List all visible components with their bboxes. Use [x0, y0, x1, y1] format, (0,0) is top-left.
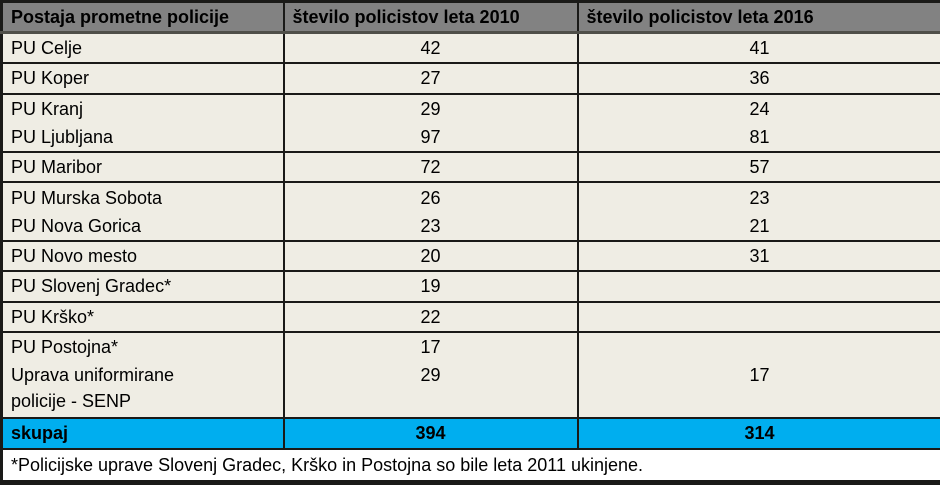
value-2010-cell: 20: [282, 240, 578, 272]
table-row: PU Kranj 29 24: [1, 93, 940, 123]
col-header-2016: število policistov leta 2016: [576, 1, 940, 34]
total-2010-cell: 394: [282, 418, 578, 449]
value-2010-cell: 23: [282, 211, 578, 241]
table-row: PU Celje 42 41: [1, 32, 940, 64]
value-2010-cell: 22: [282, 301, 578, 332]
station-cell: PU Celje: [1, 32, 284, 64]
value-2016-cell: 41: [576, 32, 940, 64]
table-row: PU Murska Sobota 26 23: [1, 182, 940, 212]
table-row: PU Krško* 22: [1, 301, 940, 332]
station-cell: PU Slovenj Gradec*: [1, 271, 284, 302]
value-2016-cell: 24: [576, 93, 940, 123]
table-row: PU Novo mesto 20 31: [1, 240, 940, 272]
station-cell: PU Koper: [1, 63, 284, 94]
value-2016-cell: 17: [576, 361, 940, 419]
value-2016-cell: 21: [576, 211, 940, 241]
station-cell: PU Postojna*: [1, 331, 284, 362]
value-2016-cell: 36: [576, 63, 940, 94]
station-cell: PU Murska Sobota: [1, 182, 284, 212]
value-2010-cell: 29: [282, 361, 578, 419]
station-cell: PU Nova Gorica: [1, 211, 284, 241]
value-2010-cell: 42: [282, 32, 578, 64]
station-cell: PU Krško*: [1, 301, 284, 332]
station-cell: PU Kranj: [1, 93, 284, 123]
station-cell: Uprava uniformirane policije - SENP: [1, 361, 284, 419]
value-2016-cell: 57: [576, 152, 940, 183]
table-row: PU Ljubljana 97 81: [1, 122, 940, 153]
total-row: skupaj 394 314: [1, 418, 940, 449]
col-header-2010: število policistov leta 2010: [282, 1, 578, 34]
value-2016-cell: 31: [576, 240, 940, 272]
table-row: PU Postojna* 17: [1, 331, 940, 362]
table-row: PU Slovenj Gradec* 19: [1, 271, 940, 302]
total-2016-cell: 314: [576, 418, 940, 449]
value-2010-cell: 27: [282, 63, 578, 94]
table-row: Uprava uniformirane policije - SENP 29 1…: [1, 361, 940, 419]
value-2016-cell: 81: [576, 122, 940, 153]
value-2010-cell: 97: [282, 122, 578, 153]
value-2016-cell: [576, 301, 940, 332]
station-cell: PU Maribor: [1, 152, 284, 183]
value-2010-cell: 29: [282, 93, 578, 123]
station-cell: PU Ljubljana: [1, 122, 284, 153]
value-2016-cell: [576, 271, 940, 302]
value-2010-cell: 19: [282, 271, 578, 302]
table-row: PU Maribor 72 57: [1, 152, 940, 183]
table-row: PU Nova Gorica 23 21: [1, 211, 940, 241]
value-2010-cell: 26: [282, 182, 578, 212]
value-2010-cell: 17: [282, 331, 578, 362]
value-2016-cell: 23: [576, 182, 940, 212]
table-row: PU Koper 27 36: [1, 63, 940, 94]
footnote-row: *Policijske uprave Slovenj Gradec, Krško…: [1, 448, 940, 483]
value-2010-cell: 72: [282, 152, 578, 183]
col-header-station: Postaja prometne policije: [1, 1, 284, 34]
header-row: Postaja prometne policije število polici…: [1, 1, 940, 34]
total-label-cell: skupaj: [1, 418, 284, 449]
value-2016-cell: [576, 331, 940, 362]
station-cell: PU Novo mesto: [1, 240, 284, 272]
footnote: *Policijske uprave Slovenj Gradec, Krško…: [1, 448, 940, 483]
